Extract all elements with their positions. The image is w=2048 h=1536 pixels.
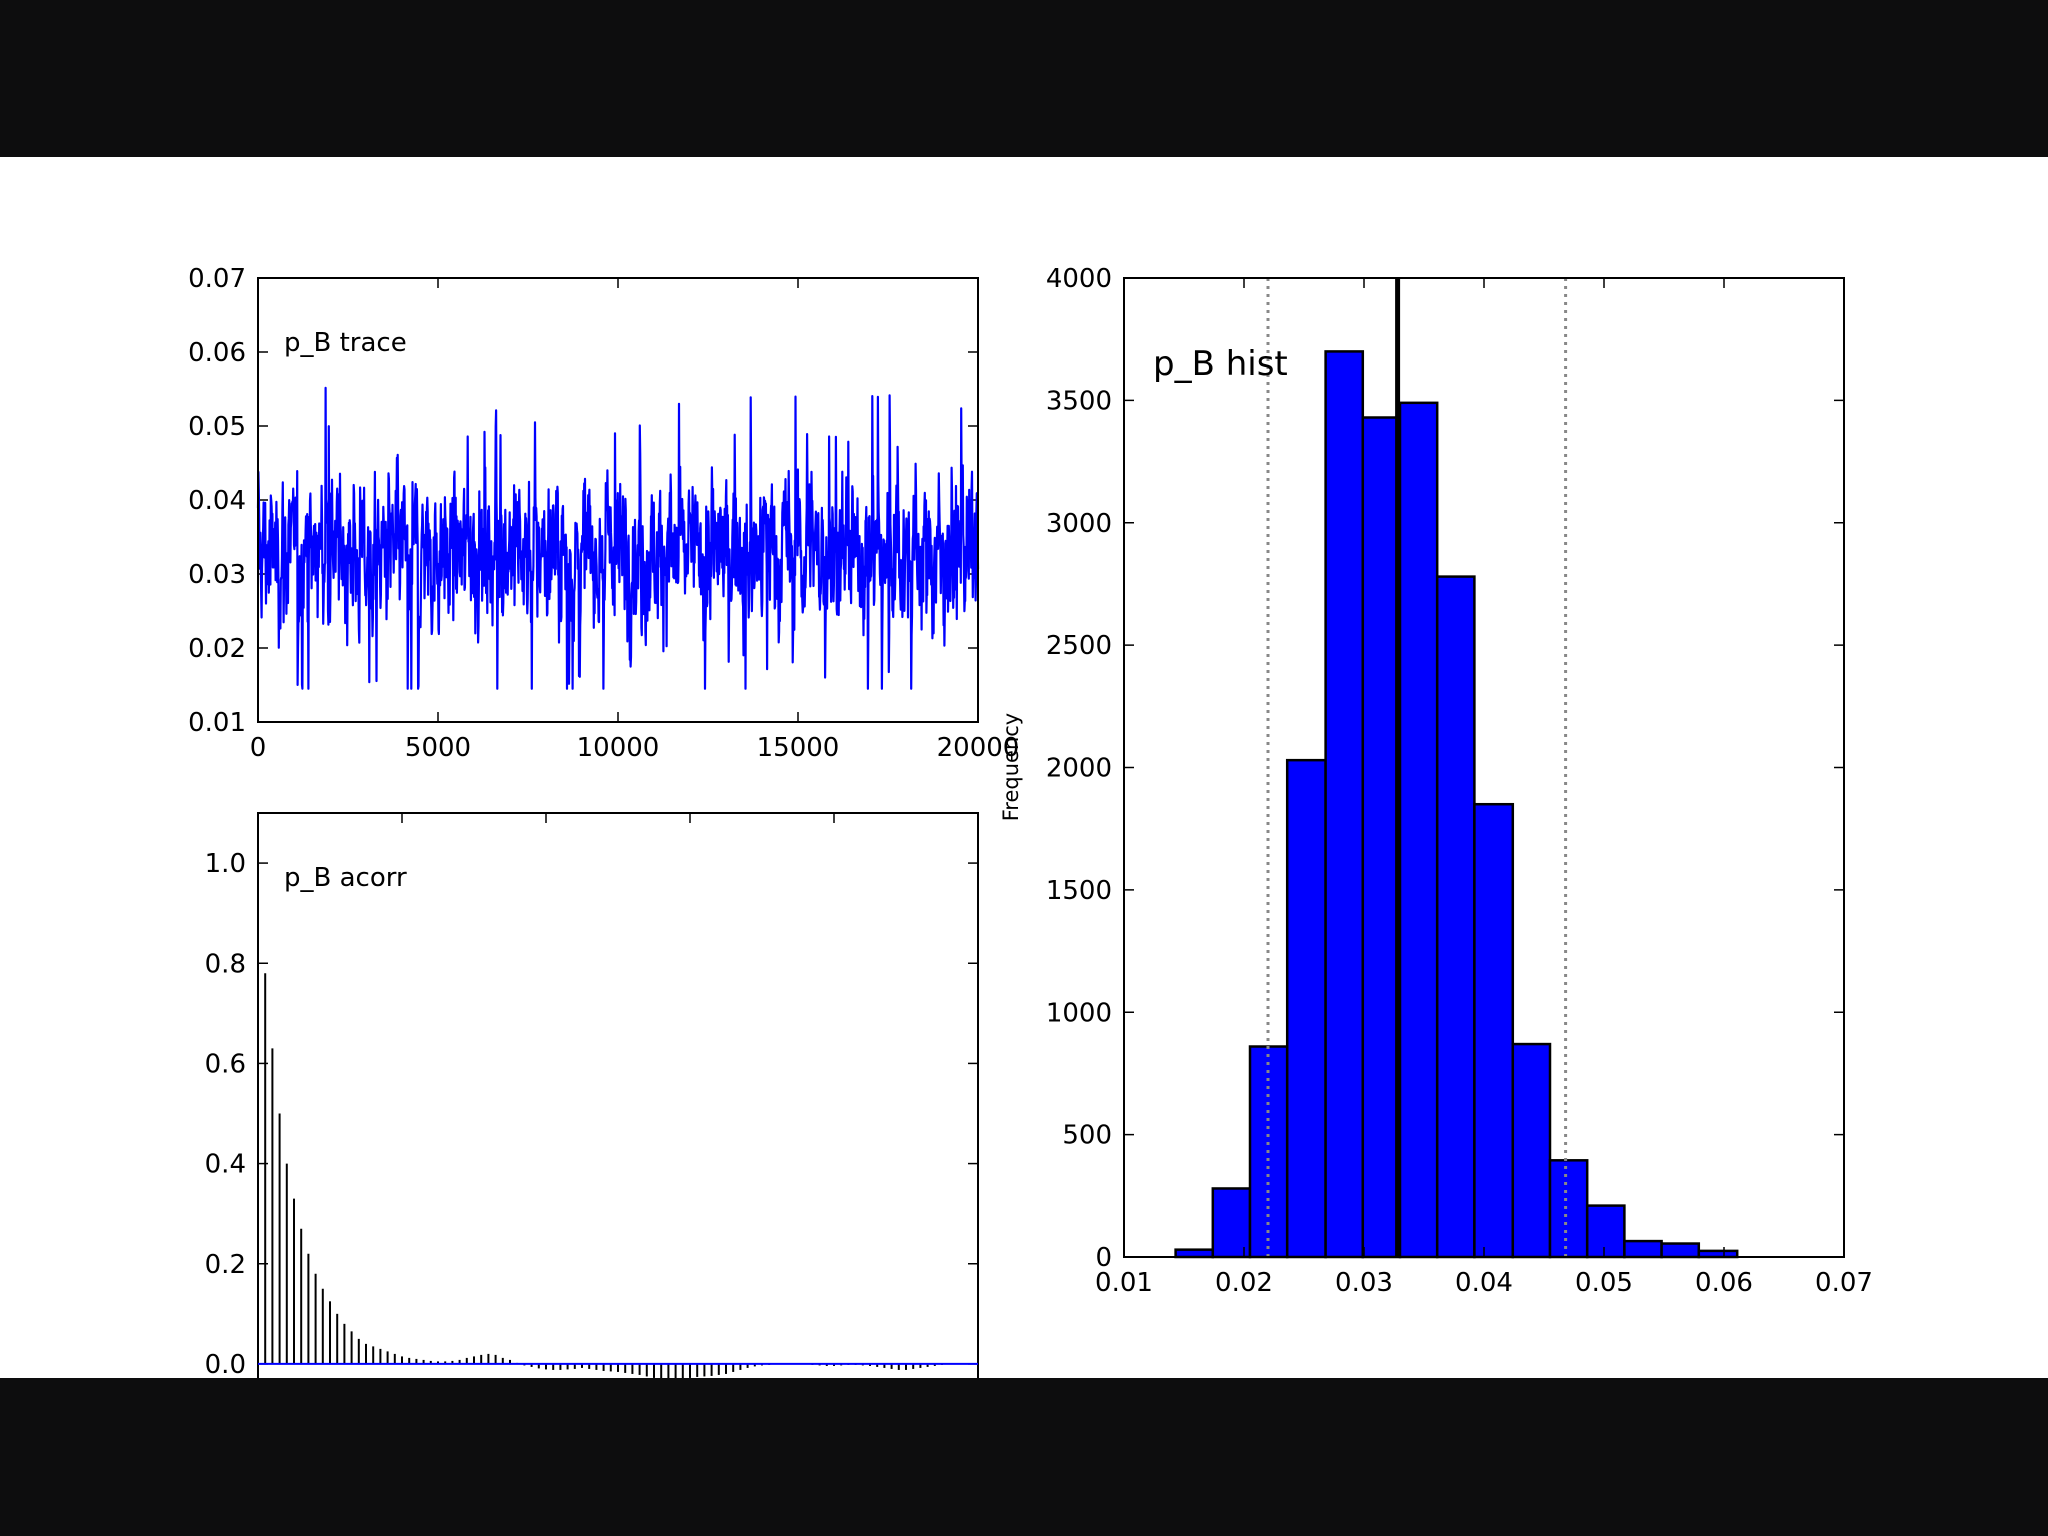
hist-xtick-label: 0.06 [1695, 1268, 1753, 1298]
letterbox-top [0, 0, 2048, 157]
hist-bar [1660, 1242, 1701, 1259]
hist-ytick-label: 3500 [1046, 386, 1112, 416]
hist-ytick-label: 2000 [1046, 754, 1112, 784]
trace-ytick-label: 0.03 [188, 560, 246, 590]
hist-ytick-label: 1000 [1046, 998, 1112, 1028]
hist-bar [1548, 1159, 1589, 1259]
hist-annotation: p_B hist [1153, 344, 1288, 384]
acorr-ytick-label: 1.0 [205, 849, 246, 879]
acorr-ytick-label: 0.8 [205, 949, 246, 979]
trace-ytick-label: 0.05 [188, 412, 246, 442]
hist-bar [1211, 1187, 1252, 1259]
trace-ticks: 0 5000 10000 15000 20000 0.01 0.02 0.03 0.04 0.05… [188, 264, 1019, 763]
trace-axes-border [257, 277, 979, 723]
trace-xtick-label: 5000 [405, 733, 471, 763]
hist-bar [1435, 575, 1476, 1259]
hist-bar [1511, 1042, 1552, 1259]
hist-bar [1623, 1239, 1663, 1259]
hist-ticks: 0.01 0.02 0.03 0.04 0.05 0.06 0.07 0 500 1000 1500… [1046, 264, 1873, 1298]
hist-xtick-label: 0.01 [1095, 1268, 1153, 1298]
hist-bar [1174, 1248, 1215, 1259]
hist-xtick-label: 0.07 [1815, 1268, 1873, 1298]
hist-bar [1361, 416, 1402, 1259]
acorr-ytick-label: 0.4 [205, 1150, 246, 1180]
trace-ytick-label: 0.02 [188, 634, 246, 664]
letterbox-bottom [0, 1378, 2048, 1536]
trace-xtick-label: 15000 [757, 733, 840, 763]
hist-ylabel: Frequency [999, 713, 1023, 822]
acorr-ytick-label: 0.0 [205, 1350, 246, 1378]
acorr-annotation: p_B acorr [284, 863, 407, 893]
hist-ytick-label: 500 [1062, 1121, 1112, 1151]
hist-bar [1285, 758, 1327, 1259]
hist-bar [1585, 1204, 1626, 1259]
hist-panel: 0.01 0.02 0.03 0.04 0.05 0.06 0.07 0 500 1000 1500… [999, 264, 1873, 1298]
hist-reference-lines [1266, 278, 1568, 1257]
trace-xtick-label: 10000 [577, 733, 660, 763]
trace-xtick-label: 0 [250, 733, 267, 763]
trace-ytick-label: 0.04 [188, 486, 246, 516]
trace-series-line [256, 386, 980, 690]
trace-panel: 0 5000 10000 15000 20000 0.01 0.02 0.03 0.04 0.05… [188, 264, 1019, 763]
trace-ytick-label: 0.01 [188, 708, 246, 738]
trace-xtick-label: 20000 [937, 733, 1020, 763]
acorr-axes-frame [257, 812, 979, 1415]
hist-bar [1398, 401, 1439, 1259]
trace-annotation: p_B trace [284, 328, 407, 358]
acorr-ytick-label: 0.6 [205, 1050, 246, 1080]
hist-ytick-label: 4000 [1046, 264, 1112, 294]
hist-ytick-label: 3000 [1046, 509, 1112, 539]
hist-bar [1324, 350, 1365, 1259]
figure-canvas: 0 5000 10000 15000 20000 0.01 0.02 0.03 0.04 0.05… [0, 157, 2048, 1455]
hist-axes-border [1123, 277, 1845, 1258]
hist-xtick-label: 0.03 [1335, 1268, 1393, 1298]
acorr-ytick-label: 0.2 [205, 1250, 246, 1280]
acorr-panel: 0204060801000.00.20.40.60.81.0 p_B acorr [205, 812, 1003, 1455]
hist-xtick-label: 0.05 [1575, 1268, 1633, 1298]
hist-xtick-label: 0.04 [1455, 1268, 1513, 1298]
trace-ytick-label: 0.06 [188, 338, 246, 368]
acorr-bars [264, 973, 951, 1381]
hist-ytick-label: 2500 [1046, 631, 1112, 661]
hist-ytick-label: 0 [1095, 1243, 1112, 1273]
trace-ytick-label: 0.07 [188, 264, 246, 294]
hist-xtick-label: 0.02 [1215, 1268, 1273, 1298]
hist-ytick-label: 1500 [1046, 876, 1112, 906]
mcmc-diagnostics-figure: 0 5000 10000 15000 200000.010.020.030.040.05… [188, 264, 1873, 1455]
hist-bar [1473, 802, 1515, 1259]
